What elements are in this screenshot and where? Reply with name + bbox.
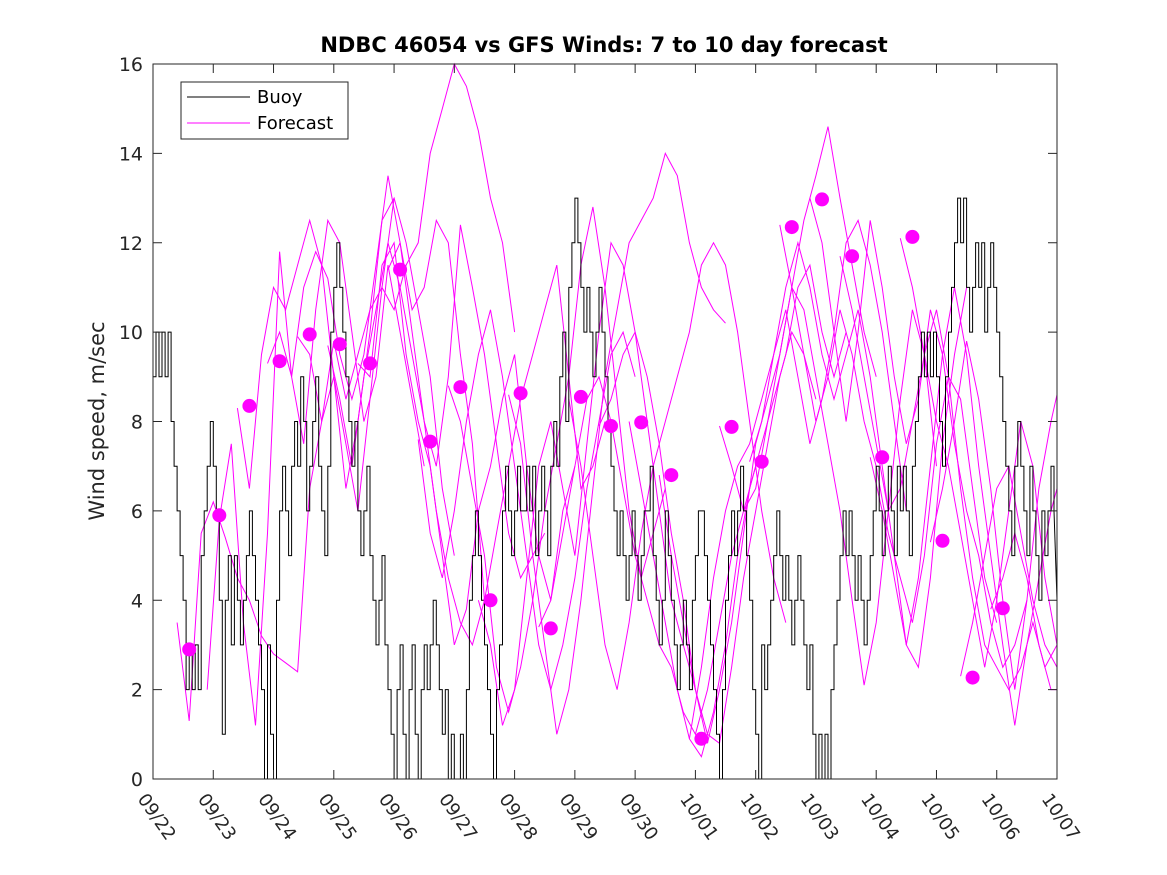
forecast-series-line-5 xyxy=(297,62,516,511)
forecast-marker-point xyxy=(905,229,920,244)
y-tick-label: 6 xyxy=(131,501,143,523)
forecast-marker-point xyxy=(845,249,860,264)
forecast-marker-point xyxy=(182,642,197,657)
forecast-series-line-3 xyxy=(236,196,455,556)
forecast-series-line-11 xyxy=(477,241,696,726)
forecast-marker-point xyxy=(393,262,408,277)
y-tick-label: 14 xyxy=(119,143,143,165)
forecast-marker-point xyxy=(754,454,769,469)
forecast-series-line-21 xyxy=(779,224,998,623)
forecast-series-line-18 xyxy=(688,219,907,739)
y-tick-label: 8 xyxy=(131,412,143,434)
forecast-marker-point xyxy=(483,593,498,608)
forecast-marker-point xyxy=(513,386,528,401)
forecast-series-line-14 xyxy=(568,241,787,690)
forecast-marker-point xyxy=(694,731,709,746)
forecast-marker-point xyxy=(784,220,799,235)
forecast-marker-point xyxy=(634,415,649,430)
forecast-marker-point xyxy=(724,419,739,434)
forecast-marker-point xyxy=(453,380,468,395)
forecast-marker-point xyxy=(332,337,347,352)
forecast-series-line-25 xyxy=(899,238,1058,668)
forecast-marker-point xyxy=(875,450,890,465)
forecast-marker-point xyxy=(212,508,227,523)
forecast-marker-point xyxy=(935,533,950,548)
forecast-series-line-4 xyxy=(267,175,485,601)
forecast-series-line-26 xyxy=(929,340,1058,690)
y-tick-label: 0 xyxy=(131,769,143,791)
forecast-series-line-17 xyxy=(658,126,877,744)
forecast-marker-point xyxy=(363,356,377,371)
y-tick-label: 10 xyxy=(119,322,143,344)
y-axis-ticks: 0 2 4 6 8 10 12 14 16 xyxy=(119,54,1057,791)
forecast-marker-point xyxy=(604,419,618,433)
forecast-marker-point xyxy=(242,398,257,413)
forecast-marker-point xyxy=(965,670,980,685)
forecast-series-line-24 xyxy=(869,287,1058,726)
forecast-series-line-9 xyxy=(417,309,636,692)
y-tick-label: 12 xyxy=(119,233,143,255)
forecast-series-line-6 xyxy=(327,224,546,580)
forecast-marker-point xyxy=(272,354,287,369)
y-tick-label: 4 xyxy=(131,590,143,612)
y-axis-label: Wind speed, m/sec xyxy=(85,321,109,520)
forecast-series-line-1 xyxy=(176,198,395,721)
forecast-marker-point xyxy=(543,621,558,636)
forecast-series-line-12 xyxy=(508,152,726,735)
legend-box xyxy=(180,81,349,140)
buoy-series-line xyxy=(153,197,1058,780)
forecast-series-line-13 xyxy=(538,375,757,736)
forecast-series-line-19 xyxy=(719,285,937,686)
y-tick-label: 2 xyxy=(131,680,143,702)
forecast-marker-point xyxy=(995,601,1010,616)
legend-label-forecast: Forecast xyxy=(257,113,333,134)
forecast-marker-point xyxy=(302,327,317,342)
legend-label-buoy: Buoy xyxy=(257,87,303,108)
forecast-marker-point xyxy=(664,468,679,483)
legend: Buoy Forecast xyxy=(180,81,349,140)
buoy-line-group xyxy=(153,197,1058,780)
forecast-marker-point xyxy=(573,389,588,404)
y-tick-label: 16 xyxy=(119,54,143,76)
forecast-series-line-20 xyxy=(749,240,968,669)
forecast-marker-point xyxy=(423,434,438,449)
chart-title: NDBC 46054 vs GFS Winds: 7 to 10 day for… xyxy=(320,33,887,57)
forecast-markers xyxy=(182,192,1010,746)
forecast-marker-point xyxy=(815,192,829,207)
